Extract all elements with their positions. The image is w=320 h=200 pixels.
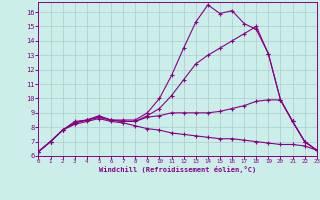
X-axis label: Windchill (Refroidissement éolien,°C): Windchill (Refroidissement éolien,°C) [99, 166, 256, 173]
